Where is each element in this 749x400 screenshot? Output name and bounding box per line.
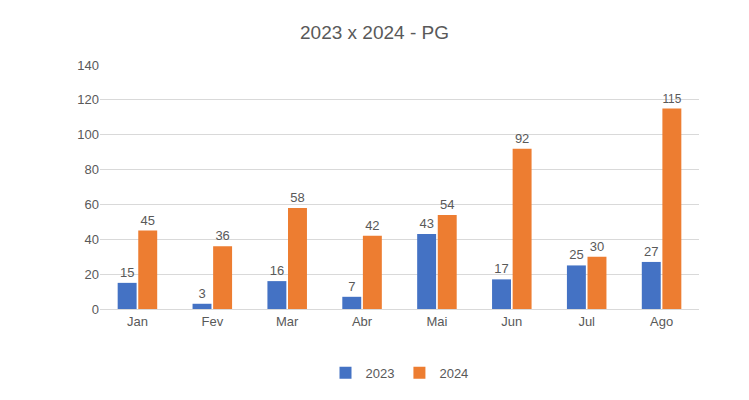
svg-text:Mai: Mai [426, 314, 447, 329]
svg-text:Jul: Jul [578, 314, 595, 329]
svg-text:16: 16 [270, 263, 284, 278]
svg-text:58: 58 [290, 190, 304, 205]
svg-text:60: 60 [85, 197, 99, 212]
svg-text:36: 36 [215, 228, 229, 243]
svg-text:2024: 2024 [439, 366, 468, 381]
svg-text:92: 92 [515, 131, 529, 146]
svg-text:43: 43 [419, 216, 433, 231]
svg-text:25: 25 [569, 247, 583, 262]
svg-text:Mar: Mar [276, 314, 299, 329]
svg-text:2023 x 2024 - PG: 2023 x 2024 - PG [300, 22, 449, 43]
svg-text:Fev: Fev [201, 314, 223, 329]
svg-text:80: 80 [85, 162, 99, 177]
svg-text:45: 45 [140, 213, 154, 228]
svg-text:30: 30 [590, 239, 604, 254]
svg-text:115: 115 [662, 92, 681, 106]
svg-text:54: 54 [440, 197, 454, 212]
svg-text:Jan: Jan [127, 314, 148, 329]
svg-text:7: 7 [348, 279, 355, 294]
svg-text:17: 17 [494, 261, 508, 276]
svg-text:3: 3 [198, 286, 205, 301]
svg-text:15: 15 [120, 265, 134, 280]
svg-text:120: 120 [77, 92, 99, 107]
svg-text:27: 27 [644, 244, 658, 259]
svg-text:100: 100 [77, 127, 99, 142]
svg-text:Ago: Ago [650, 314, 673, 329]
svg-text:0: 0 [92, 302, 99, 317]
svg-text:Abr: Abr [352, 314, 373, 329]
svg-text:42: 42 [365, 218, 379, 233]
svg-text:2023: 2023 [366, 366, 395, 381]
svg-text:140: 140 [77, 58, 99, 73]
svg-text:Jun: Jun [501, 314, 522, 329]
svg-text:40: 40 [85, 232, 99, 247]
svg-text:20: 20 [85, 267, 99, 282]
